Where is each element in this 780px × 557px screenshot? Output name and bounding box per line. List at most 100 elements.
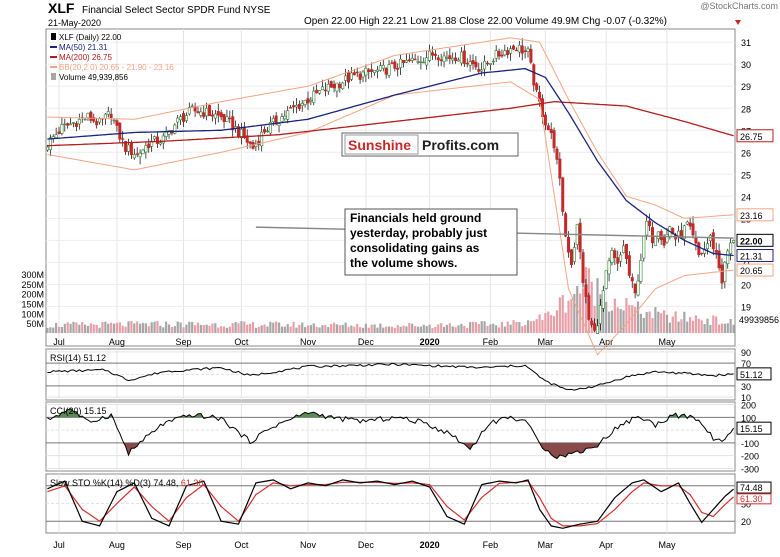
candle-body xyxy=(237,126,241,137)
candle-body xyxy=(720,264,724,284)
watermark: @StockCharts.com xyxy=(700,1,778,11)
candle-body xyxy=(216,111,220,116)
volume-bar xyxy=(402,325,405,333)
volume-bar xyxy=(445,324,449,333)
candle-body xyxy=(63,123,67,126)
volume-bar xyxy=(150,322,153,333)
volume-bar xyxy=(573,293,576,333)
candle-body xyxy=(280,116,284,122)
candle-body xyxy=(627,255,631,276)
price-badge-box xyxy=(736,129,774,143)
x-tick-label-bottom: Dec xyxy=(358,540,375,550)
volume-bar xyxy=(654,307,657,333)
volume-bar xyxy=(596,278,599,333)
volume-bar xyxy=(434,326,437,333)
candle-body xyxy=(543,114,547,126)
price-tick-label: 24 xyxy=(741,192,751,202)
candle-body xyxy=(196,111,200,114)
candle-body xyxy=(665,234,669,243)
candle-body xyxy=(245,135,249,143)
candle-body xyxy=(457,59,461,62)
candle-body xyxy=(263,129,267,133)
candle-body xyxy=(141,149,145,155)
volume-bar xyxy=(483,321,486,333)
volume-bar xyxy=(726,323,729,333)
price-tick-label: 28 xyxy=(741,104,751,114)
volume-bar xyxy=(605,301,608,333)
volume-bar xyxy=(457,325,460,333)
volume-bar xyxy=(289,326,292,333)
x-tick-label-bottom: Sep xyxy=(176,540,192,550)
volume-bar xyxy=(78,324,81,333)
candle-body xyxy=(326,83,330,92)
candle-body xyxy=(445,57,449,59)
candle-body xyxy=(312,90,316,103)
candle-body xyxy=(407,59,411,62)
legend-entry: MA(50) 21.31 xyxy=(59,43,108,52)
price-badge: 23.16 xyxy=(736,208,774,222)
candle-body xyxy=(115,120,119,126)
volume-bar xyxy=(547,311,550,333)
candle-body xyxy=(164,131,168,137)
volume-bar xyxy=(112,323,116,333)
volume-bar xyxy=(419,326,422,333)
sto-title: Slow STO %K(14) %D(3) 74.48, 61.30 xyxy=(50,478,203,488)
candle-body xyxy=(705,243,709,250)
volume-bar xyxy=(689,317,692,333)
volume-bar xyxy=(167,324,171,333)
candle-body xyxy=(555,148,559,160)
volume-bar xyxy=(257,326,260,333)
candle-body xyxy=(700,252,704,255)
candle-body xyxy=(57,131,61,134)
volume-bar xyxy=(607,311,611,333)
candle-body xyxy=(228,117,232,120)
volume-bar xyxy=(471,321,475,333)
candle-body xyxy=(697,242,701,256)
x-tick-label-bottom: Oct xyxy=(234,540,249,550)
volume-bar xyxy=(651,318,654,333)
volume-bar xyxy=(634,306,637,333)
volume-bar xyxy=(697,318,700,333)
volume-bar xyxy=(66,322,69,333)
volume-bar xyxy=(240,321,243,333)
cci-overbought-fill xyxy=(47,408,734,418)
candle-body xyxy=(86,112,90,118)
volume-bar xyxy=(671,316,674,333)
candle-body xyxy=(286,110,290,120)
candle-body xyxy=(89,111,93,121)
candle-body xyxy=(155,136,159,144)
candle-body xyxy=(210,114,214,117)
volume-bar xyxy=(254,327,257,333)
candle-body xyxy=(622,245,626,254)
candle-body xyxy=(375,69,379,72)
volume-bar xyxy=(173,326,176,333)
volume-bar xyxy=(414,326,417,333)
volume-bar xyxy=(639,313,643,333)
candle-body xyxy=(135,153,139,155)
volume-bar xyxy=(723,323,726,333)
candle-body xyxy=(355,71,359,74)
candle-body xyxy=(199,111,203,116)
volume-bar xyxy=(138,323,142,333)
volume-bar xyxy=(49,327,52,333)
volume-bar xyxy=(579,293,582,333)
cci-badge-label: 15.15 xyxy=(740,424,763,434)
volume-bar xyxy=(165,321,168,333)
volume-bar xyxy=(303,327,307,333)
volume-bar xyxy=(729,319,732,333)
price-badge-box xyxy=(736,233,774,247)
candle-body xyxy=(60,124,64,134)
candle-body xyxy=(335,82,339,92)
volume-bar xyxy=(387,326,391,333)
candle-body xyxy=(323,89,327,92)
candle-body xyxy=(92,117,96,122)
candle-body xyxy=(578,222,582,253)
legend-entry: MA(200) 26.75 xyxy=(59,53,112,62)
volume-last-label: 49939856 xyxy=(739,315,779,325)
candle-body xyxy=(558,158,562,179)
candle-body xyxy=(509,48,513,54)
candle-body xyxy=(222,114,226,122)
x-tick-label-bottom: Jul xyxy=(53,540,65,550)
candle-body xyxy=(219,112,223,118)
ma200-line xyxy=(47,100,734,147)
